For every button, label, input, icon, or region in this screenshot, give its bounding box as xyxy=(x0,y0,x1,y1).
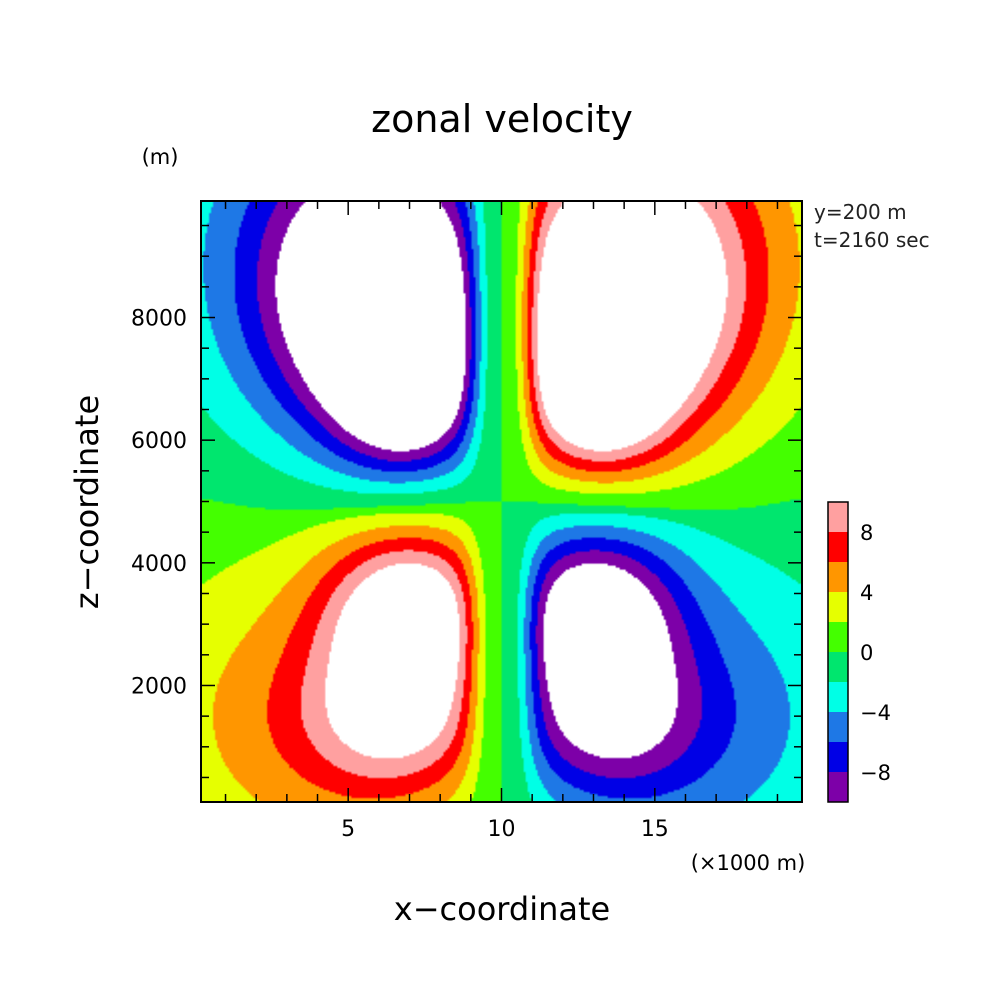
y-axis-label: z−coordinate xyxy=(68,395,106,609)
x-axis-label: x−coordinate xyxy=(394,890,610,928)
colorbar-label: 0 xyxy=(860,641,873,665)
heatmap-plot-area xyxy=(200,200,803,803)
y-tick-label: 2000 xyxy=(131,674,187,699)
x-tick-label: 10 xyxy=(488,817,516,842)
colorbar-swatch xyxy=(828,712,848,742)
x-tick-label: 15 xyxy=(641,817,669,842)
y-tick-label: 6000 xyxy=(131,429,187,454)
colorbar-label: −8 xyxy=(860,761,891,785)
annotation-y: y=200 m xyxy=(814,200,907,224)
colorbar-label: 8 xyxy=(860,521,873,545)
y-axis-ticks: 2000 4000 6000 8000 xyxy=(131,224,802,779)
colorbar-swatch xyxy=(828,742,848,772)
colorbar-label: −4 xyxy=(860,701,891,725)
x-unit-label: (×1000 m) xyxy=(691,851,806,875)
colorbar: −8 −4 0 4 8 xyxy=(827,501,891,803)
colorbar-swatch xyxy=(828,622,848,652)
colorbar-swatch xyxy=(828,502,848,532)
colorbar-swatch xyxy=(828,562,848,592)
x-axis-ticks: 5 10 15 xyxy=(224,201,779,842)
contour-field xyxy=(201,201,802,802)
colorbar-swatch xyxy=(828,652,848,682)
colorbar-swatch xyxy=(828,592,848,622)
colorbar-swatch xyxy=(828,682,848,712)
y-tick-label: 8000 xyxy=(131,307,187,332)
x-tick-label: 5 xyxy=(341,817,355,842)
colorbar-label: 4 xyxy=(860,581,873,605)
colorbar-swatch xyxy=(828,532,848,562)
y-unit-label: (m) xyxy=(142,145,179,169)
annotation-t: t=2160 sec xyxy=(814,228,930,252)
y-tick-label: 4000 xyxy=(131,552,187,577)
chart-title: zonal velocity xyxy=(371,97,633,141)
colorbar-swatch xyxy=(828,772,848,802)
colorbar-frame xyxy=(827,501,849,803)
